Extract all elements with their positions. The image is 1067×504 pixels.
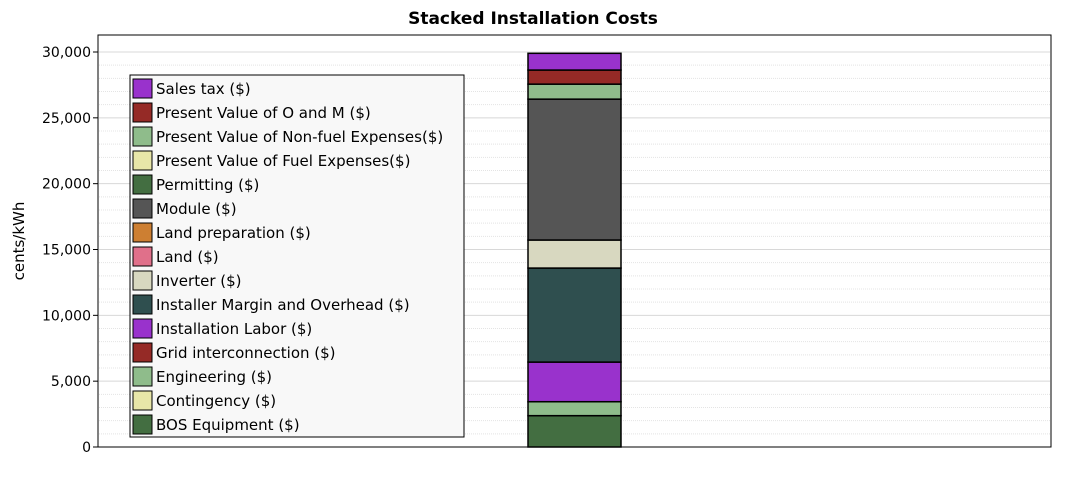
legend-label: Grid interconnection ($)	[156, 344, 336, 362]
legend-swatch	[132, 198, 153, 219]
legend-swatch	[132, 318, 153, 339]
bar-segment-present-value-of-non-fuel-expenses	[527, 83, 622, 100]
legend-label: Sales tax ($)	[156, 80, 251, 98]
legend-label: Installation Labor ($)	[156, 320, 312, 338]
legend: Sales tax ($) Present Value of O and M ($…	[129, 74, 465, 438]
legend-label: Installer Margin and Overhead ($)	[156, 296, 410, 314]
y-tick-label: 5,000	[51, 374, 91, 390]
plot-frame	[97, 34, 1052, 448]
legend-label: Present Value of Fuel Expenses($)	[156, 152, 410, 170]
legend-swatch	[132, 342, 153, 363]
bar-segment-module	[527, 98, 622, 241]
legend-swatch	[132, 174, 153, 195]
y-axis-label: cents/kWh	[10, 202, 28, 281]
legend-swatch	[132, 150, 153, 171]
y-tick-label: 30,000	[42, 45, 91, 61]
legend-swatch	[132, 414, 153, 435]
legend-label: Module ($)	[156, 200, 237, 218]
legend-label: Engineering ($)	[156, 368, 272, 386]
legend-box	[129, 74, 465, 438]
bar-segment-inverter	[527, 239, 622, 269]
y-tick-label: 10,000	[42, 308, 91, 324]
bar-segment-bos-equipment	[527, 414, 622, 448]
bar-segment-sales-tax	[527, 52, 622, 71]
legend-swatch	[132, 366, 153, 387]
legend-swatch	[132, 102, 153, 123]
chart-title: Stacked Installation Costs	[408, 9, 658, 29]
legend-swatch	[132, 246, 153, 267]
legend-swatch	[132, 270, 153, 291]
legend-label: BOS Equipment ($)	[156, 416, 300, 434]
y-tick-label: 15,000	[42, 243, 91, 259]
legend-label: Inverter ($)	[156, 272, 242, 290]
legend-label: Land ($)	[156, 248, 219, 266]
legend-label: Contingency ($)	[156, 392, 276, 410]
bar-segment-engineering	[527, 400, 622, 417]
y-tick-label: 20,000	[42, 177, 91, 193]
y-tick-label: 0	[82, 440, 91, 456]
legend-swatch	[132, 294, 153, 315]
y-tick-label: 25,000	[42, 111, 91, 127]
legend-swatch	[132, 390, 153, 411]
legend-label: Land preparation ($)	[156, 224, 311, 242]
bar-segment-installer-margin-and-overhead	[527, 267, 622, 363]
legend-label: Permitting ($)	[156, 176, 259, 194]
legend-swatch	[132, 126, 153, 147]
bar-segment-installation-labor	[527, 361, 622, 403]
legend-label: Present Value of O and M ($)	[156, 104, 371, 122]
legend-swatch	[132, 222, 153, 243]
bar-segment-present-value-of-o-and-m	[527, 69, 622, 85]
legend-label: Present Value of Non-fuel Expenses($)	[156, 128, 443, 146]
legend-swatch	[132, 78, 153, 99]
